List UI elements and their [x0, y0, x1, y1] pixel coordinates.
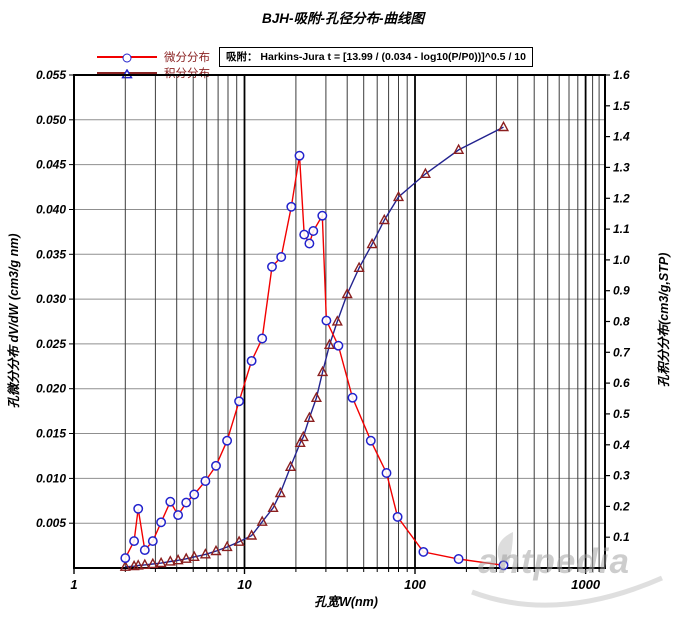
svg-text:10: 10: [237, 577, 252, 592]
legend-line-differential: [97, 53, 157, 63]
svg-text:0.020: 0.020: [36, 382, 66, 396]
svg-text:0.040: 0.040: [36, 203, 66, 217]
svg-text:0.010: 0.010: [36, 471, 66, 485]
svg-text:1.4: 1.4: [613, 130, 630, 144]
svg-text:1.5: 1.5: [613, 99, 630, 113]
svg-text:100: 100: [404, 577, 426, 592]
svg-text:0.055: 0.055: [36, 68, 66, 82]
circle-marker-icon: [122, 53, 132, 63]
svg-text:1.1: 1.1: [613, 222, 630, 236]
svg-text:0.9: 0.9: [613, 284, 630, 298]
svg-text:0.6: 0.6: [613, 376, 630, 390]
left-axis-title: 孔微分分布 dV/dW (cm3/g nm): [7, 233, 21, 408]
legend-label-differential: 微分分布: [164, 52, 210, 64]
svg-text:1.6: 1.6: [613, 68, 630, 82]
svg-text:0.005: 0.005: [36, 516, 66, 530]
svg-text:1000: 1000: [571, 577, 601, 592]
svg-text:0.2: 0.2: [613, 499, 630, 513]
svg-text:0.8: 0.8: [613, 315, 630, 329]
svg-text:0.025: 0.025: [36, 337, 66, 351]
right-axis-title: 孔积分分布(cm3/g,STP): [657, 253, 671, 388]
svg-text:1.0: 1.0: [613, 253, 630, 267]
legend-item-differential: 微分分布 吸附： Harkins-Jura t = [13.99 / (0.03…: [97, 47, 533, 67]
plot-area: 0.005 0.010 0.015 0.020 0.025 0.030 0.035 0.040…: [36, 68, 631, 592]
svg-text:0.045: 0.045: [36, 158, 66, 172]
svg-text:0.4: 0.4: [613, 438, 630, 452]
x-axis-title: 孔宽W(nm): [314, 595, 378, 609]
svg-text:0.035: 0.035: [36, 247, 66, 261]
svg-text:0.015: 0.015: [36, 427, 66, 441]
svg-text:1.3: 1.3: [613, 160, 630, 174]
svg-text:0.030: 0.030: [36, 292, 66, 306]
svg-text:0.7: 0.7: [613, 345, 631, 359]
svg-text:1: 1: [70, 577, 77, 592]
adsorption-formula-box: 吸附： Harkins-Jura t = [13.99 / (0.034 - l…: [219, 47, 533, 67]
svg-text:0.050: 0.050: [36, 113, 66, 127]
svg-text:0.3: 0.3: [613, 469, 630, 483]
svg-text:0.5: 0.5: [613, 407, 630, 421]
svg-text:0.1: 0.1: [613, 530, 630, 544]
page-title: BJH-吸附-孔径分布-曲线图: [262, 11, 424, 26]
svg-text:1.2: 1.2: [613, 191, 630, 205]
